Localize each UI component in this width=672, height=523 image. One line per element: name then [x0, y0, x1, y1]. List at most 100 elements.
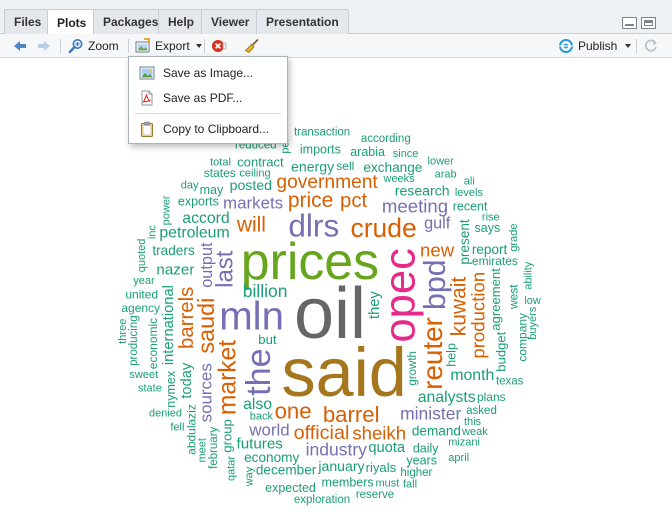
- word-cloud-term: sources: [197, 363, 216, 422]
- word-cloud-term: may: [200, 183, 224, 197]
- export-dropdown-button[interactable]: Export: [135, 36, 202, 56]
- word-cloud-term: sheikh: [352, 422, 406, 443]
- word-cloud-term: reserve: [356, 489, 394, 501]
- word-cloud-term: group: [220, 419, 235, 453]
- menu-item-label: Save as Image...: [163, 66, 254, 80]
- word-cloud-term: members: [322, 475, 374, 489]
- tab-label: Plots: [57, 15, 87, 30]
- word-cloud-term: ali: [464, 176, 475, 188]
- zoom-magnifier-icon: [68, 39, 83, 54]
- tab-label: Viewer: [211, 15, 250, 29]
- word-cloud-term: abdulaziz: [185, 404, 199, 455]
- export-menu: Save as Image... Save as PDF... Copy to …: [128, 56, 288, 144]
- word-cloud-term: year: [133, 275, 155, 287]
- word-cloud-term: demand: [412, 424, 461, 439]
- save-as-pdf-menu-item[interactable]: Save as PDF...: [129, 87, 287, 109]
- maximize-pane-button[interactable]: [641, 17, 656, 29]
- word-cloud-term: years: [406, 454, 437, 468]
- tab-plots[interactable]: Plots: [47, 9, 97, 35]
- word-cloud-term: new: [420, 239, 455, 260]
- image-icon: [139, 66, 155, 80]
- word-cloud-term: energy: [291, 159, 335, 175]
- tab-viewer[interactable]: Viewer: [201, 9, 260, 34]
- word-cloud-term: sell: [336, 159, 354, 173]
- word-cloud-term: production: [467, 272, 488, 359]
- word-cloud-term: exploration: [294, 494, 350, 506]
- broom-icon: [244, 38, 259, 54]
- word-cloud-term: they: [367, 291, 383, 319]
- word-cloud-term: producing: [128, 315, 140, 366]
- word-cloud-term: month: [450, 367, 494, 384]
- publish-label: Publish: [578, 39, 618, 53]
- word-cloud-term: research: [395, 182, 450, 198]
- word-cloud-term: barrels: [176, 287, 198, 349]
- word-cloud-term: ceiling: [239, 167, 270, 179]
- word-cloud-term: lower: [428, 155, 455, 167]
- word-cloud-term: pct: [340, 190, 368, 212]
- next-plot-button[interactable]: [36, 36, 52, 56]
- word-cloud-term: states: [204, 166, 236, 180]
- word-cloud-term: quota: [368, 440, 406, 456]
- word-cloud-term: power: [161, 195, 173, 225]
- menu-item-label: Save as PDF...: [163, 91, 243, 105]
- zoom-button[interactable]: Zoom: [68, 36, 119, 56]
- publish-icon: [559, 39, 573, 53]
- word-cloud-term: agency: [121, 301, 160, 315]
- word-cloud-term: buyers: [527, 306, 539, 340]
- tab-packages[interactable]: Packages: [93, 9, 169, 34]
- word-cloud-term: way: [243, 466, 255, 487]
- word-cloud-term: plans: [477, 390, 506, 404]
- clear-all-plots-button[interactable]: [244, 36, 260, 56]
- word-cloud-term: weeks: [383, 173, 416, 185]
- word-cloud-term: help: [445, 343, 459, 367]
- word-cloud-term: one: [275, 399, 312, 424]
- word-cloud-term: april: [448, 452, 469, 464]
- word-cloud-term: will: [236, 213, 266, 236]
- word-cloud-term: gulf: [424, 214, 451, 232]
- word-cloud-term: quoted: [136, 239, 148, 273]
- minimize-pane-button[interactable]: [622, 17, 637, 29]
- word-cloud-term: state: [138, 382, 162, 394]
- publish-button[interactable]: Publish: [558, 36, 632, 56]
- save-as-image-menu-item[interactable]: Save as Image...: [129, 62, 287, 84]
- tab-label: Files: [14, 15, 42, 29]
- delete-x-icon: [212, 40, 227, 52]
- word-cloud-term: company: [515, 313, 529, 362]
- word-cloud-term: exports: [178, 194, 219, 208]
- word-cloud-term: present: [457, 219, 472, 265]
- word-cloud-term: denied: [149, 407, 182, 419]
- word-cloud-term: according: [361, 133, 411, 145]
- word-cloud-term: petroleum: [159, 224, 229, 241]
- export-label: Export: [155, 39, 190, 53]
- word-cloud-term: market: [215, 340, 242, 415]
- word-cloud-term: ability: [522, 261, 534, 290]
- word-cloud-term: december: [256, 463, 317, 478]
- word-cloud-term: but: [258, 332, 277, 347]
- copy-to-clipboard-menu-item[interactable]: Copy to Clipboard...: [129, 118, 287, 140]
- word-cloud-term: crude: [350, 213, 416, 243]
- word-cloud-term: day: [181, 179, 199, 191]
- word-cloud-term: billion: [243, 281, 288, 301]
- tab-files[interactable]: Files: [4, 9, 52, 34]
- remove-plot-button[interactable]: [211, 36, 227, 56]
- tab-presentation[interactable]: Presentation: [256, 9, 349, 34]
- word-cloud-term: last: [212, 250, 239, 288]
- word-cloud-term: qatar: [226, 456, 238, 481]
- tab-label: Packages: [103, 15, 159, 29]
- word-cloud-term: saudi: [193, 298, 219, 354]
- word-cloud-term: recent: [453, 200, 488, 214]
- tab-label: Presentation: [266, 15, 339, 29]
- clipboard-icon: [141, 121, 153, 137]
- word-cloud-term: arab: [435, 169, 457, 181]
- tab-help[interactable]: Help: [158, 9, 205, 34]
- plot-viewer: oil said prices opec mln the dlrs bpd reuter crud…: [0, 59, 672, 523]
- word-cloud-term: budget: [493, 331, 508, 371]
- word-cloud-term: since: [393, 148, 419, 160]
- refresh-plot-button[interactable]: [643, 36, 659, 56]
- word-cloud-term: mizani: [448, 436, 480, 448]
- word-cloud-term: levels: [455, 187, 484, 199]
- previous-plot-button[interactable]: [12, 36, 28, 56]
- menu-item-label: Copy to Clipboard...: [163, 122, 270, 136]
- word-cloud-term: opec: [377, 248, 425, 343]
